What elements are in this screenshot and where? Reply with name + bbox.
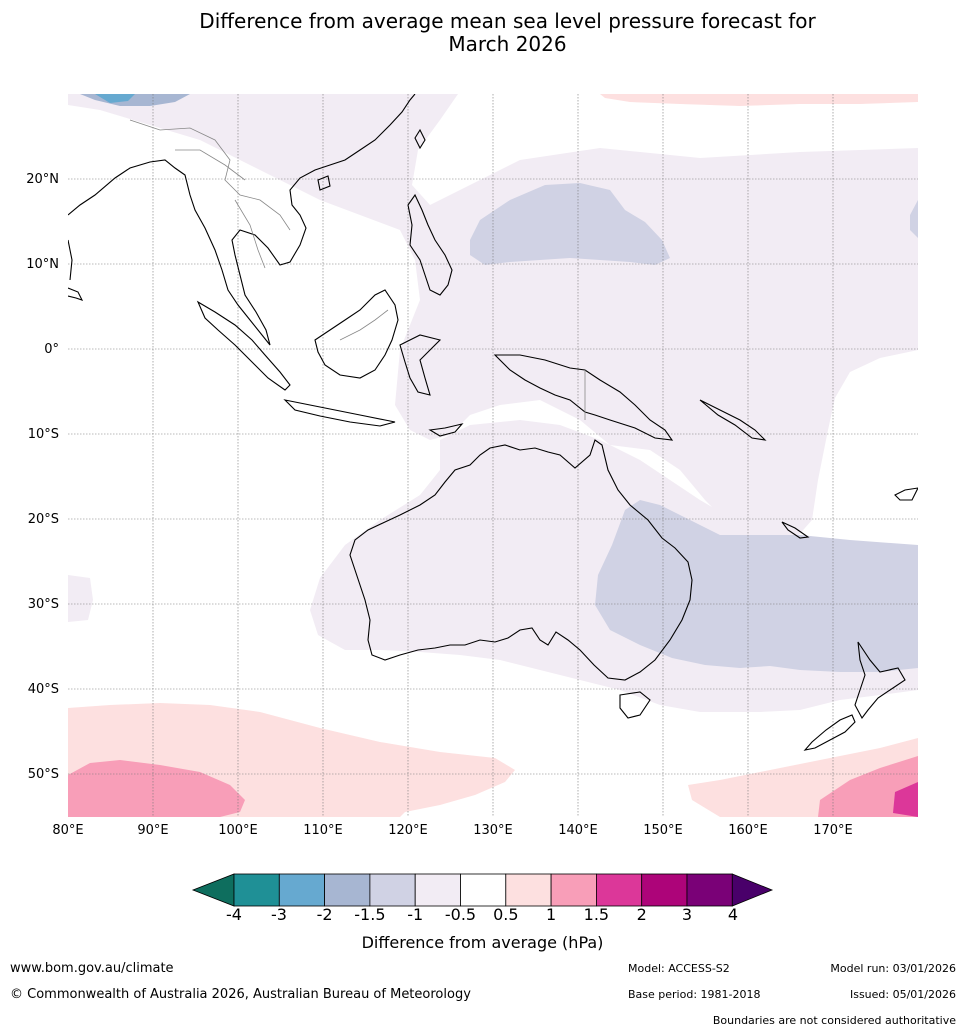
lat-label-20s: 20°S <box>27 512 59 527</box>
coast-sri-lanka <box>68 287 84 301</box>
coast-fiji <box>894 487 918 501</box>
lon-label-150e: 150°E <box>643 823 683 838</box>
colorbar-tick: -1 <box>407 905 424 924</box>
colorbar-tick: -1.5 <box>354 905 386 924</box>
model-run-date: Model run: 03/01/2026 <box>830 962 956 975</box>
model-name: Model: ACCESS-S2 <box>628 962 730 975</box>
coast-borneo <box>314 289 399 379</box>
colorbar-bin-2 <box>278 873 325 907</box>
coast-nz-north <box>854 641 906 720</box>
lon-label-90e: 90°E <box>137 823 169 838</box>
contour-pink-southeast <box>818 756 918 817</box>
coast-taiwan <box>414 128 426 150</box>
base-period: Base period: 1981-2018 <box>628 988 761 1001</box>
national-boundaries <box>129 119 586 420</box>
coast-asia-mainland <box>68 94 416 346</box>
coast-hainan <box>317 175 331 191</box>
contour-pale-pink-top <box>600 94 918 106</box>
coast-tasmania <box>619 691 651 719</box>
lon-label-160e: 160°E <box>728 823 768 838</box>
website-link[interactable]: www.bom.gov.au/climate <box>10 961 174 976</box>
colorbar-bin-3 <box>324 873 371 907</box>
colorbar-tick: -4 <box>226 905 242 924</box>
colorbar-bin-8 <box>550 873 597 907</box>
lon-label-140e: 140°E <box>558 823 598 838</box>
lat-label-20n: 20°N <box>26 172 59 187</box>
lon-label-130e: 130°E <box>473 823 513 838</box>
colorbar-tick: 4 <box>727 905 739 924</box>
coast-sulawesi <box>399 334 442 396</box>
title-line-1: Difference from average mean sea level p… <box>199 9 816 33</box>
copyright-text: © Commonwealth of Australia 2026, Austra… <box>10 987 471 1002</box>
contour-lavender-east-pacific <box>910 200 918 238</box>
colorbar-bin-1 <box>233 873 280 907</box>
boundary-disclaimer: Boundaries are not considered authoritat… <box>712 1014 956 1027</box>
colorbar-tick: 0.5 <box>493 905 519 924</box>
issued-date: Issued: 05/01/2026 <box>849 988 956 1001</box>
lon-label-100e: 100°E <box>218 823 258 838</box>
colorbar-tick: 2 <box>636 905 647 924</box>
colorbar-bin-10 <box>641 873 688 907</box>
lat-label-30s: 30°S <box>27 597 59 612</box>
colorbar-tick: -0.5 <box>444 905 477 924</box>
lon-label-110e: 110°E <box>303 823 343 838</box>
lat-label-10n: 10°N <box>26 257 59 272</box>
colorbar-tick: 1 <box>546 905 557 924</box>
lat-label-40s: 40°S <box>27 682 59 697</box>
coast-solomons <box>699 399 767 441</box>
map-title: Difference from average mean sea level p… <box>0 10 965 56</box>
colorbar-tick: -2 <box>316 905 333 924</box>
lat-label-50s: 50°S <box>27 767 59 782</box>
contour-lavender-east-australia <box>595 500 918 672</box>
contour-light-lavender-west <box>68 575 93 622</box>
colorbar-extend-high <box>731 873 774 907</box>
colorbar-bin-7 <box>505 873 552 907</box>
coast-timor <box>428 423 464 437</box>
lon-label-80e: 80°E <box>52 823 84 838</box>
colorbar-tick: -3 <box>271 905 287 924</box>
colorbar-tick: 3 <box>681 905 693 924</box>
graticule <box>68 94 918 817</box>
coastlines <box>68 94 918 751</box>
colorbar-bin-4 <box>369 873 416 907</box>
lat-label-10s: 10°S <box>27 427 59 442</box>
coast-java <box>283 399 396 427</box>
coast-new-caledonia <box>781 521 810 539</box>
coast-australia <box>349 439 693 681</box>
coast-philippines <box>407 193 453 296</box>
colorbar-tick: 1.5 <box>583 905 610 924</box>
contour-lavender-north <box>470 183 670 265</box>
coast-new-guinea <box>493 354 674 441</box>
colorbar <box>191 873 774 907</box>
colorbar-label: Difference from average (hPa) <box>361 933 604 952</box>
lon-label-120e: 120°E <box>388 823 428 838</box>
contour-magenta-southeast <box>893 782 918 817</box>
lon-label-170e: 170°E <box>813 823 853 838</box>
coast-india-east <box>68 239 73 281</box>
anomaly-contours <box>68 94 918 817</box>
contour-blue-top-left <box>95 94 135 103</box>
lat-label-equator: 0° <box>44 342 59 357</box>
contour-light-lavender-north <box>68 94 918 548</box>
colorbar-bin-9 <box>596 873 643 907</box>
colorbar-bin-11 <box>686 873 733 907</box>
title-line-2: March 2026 <box>448 32 567 56</box>
colorbar-bin-6 <box>460 873 507 907</box>
coast-sumatra <box>196 300 291 391</box>
colorbar-extend-low <box>191 873 235 907</box>
colorbar-bin-5 <box>414 873 461 907</box>
coast-nz-south <box>803 714 856 751</box>
